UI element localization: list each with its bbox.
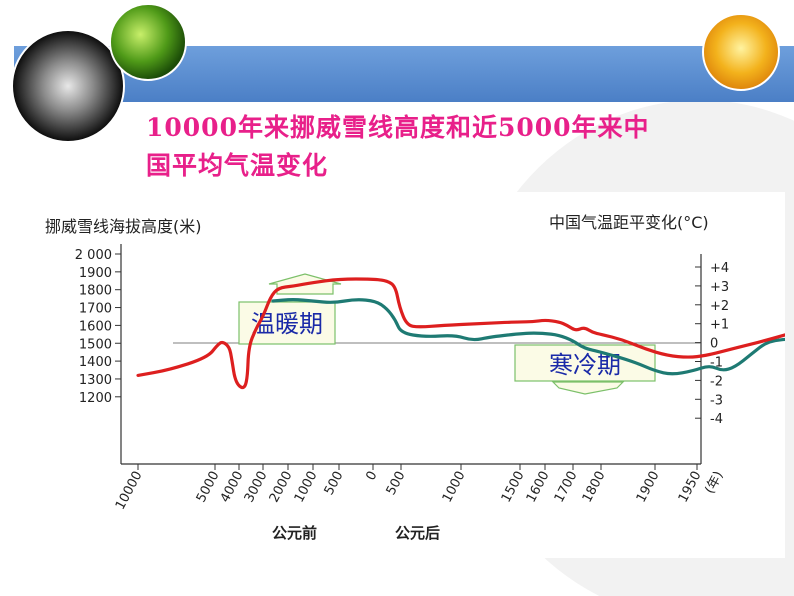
left-tick-label: 1700	[79, 302, 112, 317]
x-tick-label: 1000	[440, 469, 469, 505]
right-tick-label: -3	[710, 393, 723, 408]
right-axis-label: 中国气温距平变化(°C)	[549, 213, 709, 232]
tulip-image	[702, 13, 780, 91]
x-tick-label: 4000	[218, 469, 247, 505]
warm-period-box	[238, 301, 336, 345]
right-tick-label: -4	[710, 412, 723, 427]
right-tick-label: +4	[710, 261, 729, 276]
chart-panel: 挪威雪线海拔高度(米) 中国气温距平变化(°C) 温暖期 寒冷期 2 000 190…	[33, 192, 785, 558]
x-tick-label: 1700	[552, 469, 581, 505]
temperature-anomaly-line	[271, 298, 785, 376]
x-tick-label: 2000	[267, 469, 296, 505]
left-tick-label: 1800	[79, 284, 112, 299]
left-axis-label: 挪威雪线海拔高度(米)	[45, 217, 202, 236]
left-tick-label: 1200	[79, 391, 112, 406]
x-tick-label: 1000	[292, 469, 321, 505]
warm-period-label: 温暖期	[251, 310, 323, 338]
era-label-ce: 公元后	[395, 524, 440, 542]
x-tick-label: 10000	[113, 469, 146, 513]
right-tick-label: +2	[710, 299, 729, 314]
x-tick-label: 3000	[242, 469, 271, 505]
slide-title-line-2: 国平均气温变化	[146, 151, 329, 180]
x-tick-label: 500	[322, 469, 347, 498]
right-tick-label: 0	[710, 337, 718, 352]
slide-title-line-1: 10000年来挪威雪线高度和近5000年来中	[146, 113, 650, 142]
left-tick-label: 1300	[79, 373, 112, 388]
left-tick-label: 1600	[79, 319, 112, 334]
x-tick-label: 1500	[499, 469, 528, 505]
x-tick-label: 1800	[580, 469, 609, 505]
right-tick-label: +1	[710, 318, 729, 333]
right-tick-label: +3	[710, 280, 729, 295]
snowline-height-line	[136, 277, 785, 390]
x-tick-label: 5000	[194, 469, 223, 505]
right-tick-label: -2	[710, 374, 723, 389]
x-tick-label: 1600	[524, 469, 553, 505]
x-tick-label: 1950	[676, 469, 705, 505]
left-tick-label: 2 000	[75, 248, 112, 263]
x-tick-label: 500	[384, 469, 409, 498]
left-tick-label: 1500	[79, 337, 112, 352]
leaf-image	[109, 3, 187, 81]
x-tick-label: 1900	[634, 469, 663, 505]
x-axis-end-label: (年)	[702, 469, 726, 496]
cold-arrow	[551, 381, 625, 395]
left-tick-label: 1400	[79, 355, 112, 370]
right-tick-label: -1	[710, 356, 723, 371]
era-label-bce: 公元前	[272, 524, 317, 542]
left-tick-label: 1900	[79, 266, 112, 281]
dandelion-image	[11, 29, 125, 143]
x-tick-label: 0	[363, 469, 380, 483]
